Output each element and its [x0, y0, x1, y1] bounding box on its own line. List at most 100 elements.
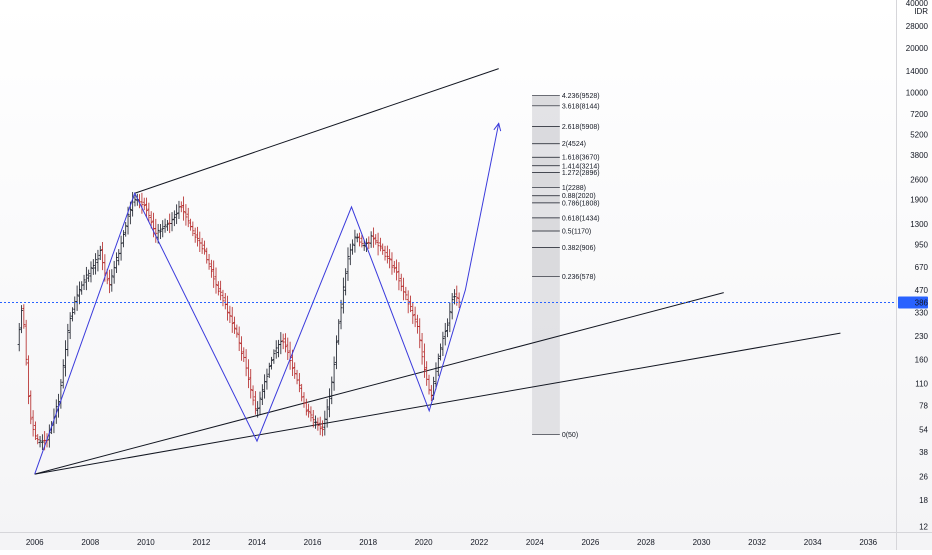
price-bar — [371, 227, 376, 248]
price-axis-tick: 38 — [919, 448, 928, 457]
price-bar — [369, 231, 373, 248]
trendline[interactable] — [134, 68, 499, 194]
price-bar — [147, 202, 151, 222]
price-axis-tick: 40000 — [906, 0, 929, 8]
price-axis-tick: 470 — [915, 286, 929, 295]
price-bar — [235, 324, 239, 338]
last-price-badge[interactable]: 386 — [898, 296, 929, 309]
price-bar — [61, 359, 65, 389]
time-axis-tick: 2026 — [581, 538, 599, 547]
price-bar — [304, 398, 308, 416]
price-bar — [38, 436, 42, 448]
price-bar — [355, 233, 359, 243]
time-axis-tick: 2024 — [526, 538, 544, 547]
price-bar — [420, 332, 424, 365]
price-bar — [367, 236, 371, 249]
trendline[interactable] — [34, 332, 841, 475]
price-bar — [119, 235, 123, 261]
price-bar — [73, 296, 77, 315]
price-bar — [87, 269, 91, 282]
fib-level-label: 1.618(3670) — [562, 155, 600, 162]
fib-level-label: 2.618(5908) — [562, 124, 600, 131]
trendlines[interactable] — [34, 68, 841, 475]
price-bar — [436, 353, 440, 377]
price-bar — [80, 281, 84, 295]
price-bar — [207, 254, 211, 270]
price-bar — [320, 420, 325, 437]
price-axis-tick: 330 — [915, 309, 929, 318]
price-bar — [154, 218, 158, 243]
price-bar — [279, 332, 283, 355]
projection-line[interactable] — [34, 123, 500, 475]
price-bar — [163, 218, 167, 233]
fib-level-label: 1.272(2896) — [562, 170, 600, 177]
price-bar — [288, 341, 292, 370]
projection-arrowhead — [493, 122, 502, 132]
fib-level-label: 0.88(2020) — [562, 193, 596, 200]
price-bars — [17, 191, 461, 451]
fib-level-label: 0.786(1808) — [562, 200, 600, 207]
price-bar — [246, 359, 251, 389]
price-bar — [209, 259, 213, 278]
fib-zone — [532, 126, 560, 144]
price-bar — [325, 398, 329, 428]
price-bar — [353, 229, 357, 253]
price-bar — [415, 314, 420, 334]
price-bar — [244, 349, 248, 377]
price-bar — [311, 409, 315, 428]
fib-level-label: 0.618(1434) — [562, 215, 600, 222]
price-bar — [216, 281, 220, 296]
price-bar — [332, 356, 336, 391]
price-axis-tick: 670 — [915, 263, 929, 272]
price-bar — [346, 247, 350, 281]
price-axis-tick: 1900 — [910, 196, 928, 205]
price-bar — [77, 281, 82, 305]
last-price-label: 386 — [915, 298, 929, 307]
price-bar — [344, 268, 348, 296]
fib-zone — [532, 105, 560, 127]
price-bar — [142, 197, 146, 211]
price-bar — [425, 361, 429, 386]
projection-path[interactable] — [34, 122, 502, 475]
price-bar — [256, 401, 260, 418]
price-bar — [348, 243, 352, 266]
price-axis-tick: 2600 — [910, 175, 928, 184]
price-bar — [452, 289, 457, 305]
price-bar — [221, 289, 225, 307]
price-bar — [302, 392, 306, 408]
price-bar — [124, 222, 128, 237]
price-axis-tick: 1300 — [910, 220, 928, 229]
price-bar — [230, 306, 234, 333]
price-bar — [96, 249, 100, 272]
price-bar — [70, 307, 75, 322]
time-axis-tick: 2010 — [137, 538, 155, 547]
time-axis-tick: 2016 — [304, 538, 322, 547]
price-bar — [186, 207, 190, 228]
price-bar — [408, 295, 413, 313]
price-bar — [376, 232, 380, 256]
price-bar — [214, 267, 218, 294]
price-bar — [399, 273, 403, 292]
price-bar — [181, 196, 186, 221]
price-bar — [293, 362, 297, 379]
price-bar — [378, 237, 382, 252]
fib-level-label: 0.382(906) — [562, 245, 596, 252]
price-bar — [397, 262, 401, 291]
price-bar — [327, 388, 332, 418]
fibonacci-extension[interactable]: 4.236(9528) 3.618(8144) 2.618(5908) 2(4524)… — [532, 93, 600, 439]
price-bar — [274, 340, 278, 359]
fib-zone — [532, 157, 560, 166]
price-bar — [334, 335, 339, 370]
price-bar — [170, 212, 174, 232]
price-bar — [94, 253, 98, 275]
price-bar — [239, 336, 244, 361]
trendline[interactable] — [34, 292, 724, 475]
price-bar — [232, 316, 237, 334]
fib-level-label: 4.236(9528) — [562, 93, 600, 100]
price-bar — [445, 318, 450, 338]
price-axis-tick: 26 — [919, 473, 928, 482]
price-axis-tick: 950 — [915, 240, 929, 249]
